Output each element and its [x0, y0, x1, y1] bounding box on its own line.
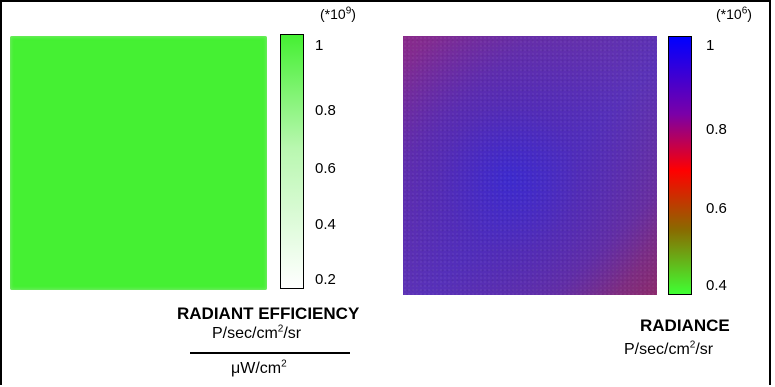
radiance-colorbar — [668, 36, 692, 295]
colorbar-tick-label: 0.2 — [315, 271, 336, 288]
radiance-image — [403, 36, 657, 295]
radiant-efficiency-multiplier: (*109) — [320, 5, 356, 22]
radiant-efficiency-image — [10, 36, 267, 290]
radiant-efficiency-colorbar — [280, 34, 304, 289]
colorbar-tick-label: 0.6 — [706, 200, 727, 217]
radiant-efficiency-unit-numerator: P/sec/cm2/sr — [212, 323, 302, 342]
colorbar-tick-label: 0.4 — [315, 216, 336, 233]
radiance-multiplier: (*106) — [716, 5, 752, 22]
colorbar-tick-label: 1 — [315, 37, 324, 54]
radiance-unit: P/sec/cm2/sr — [624, 339, 714, 358]
colorbar-tick-label: 0.8 — [706, 121, 727, 138]
colorbar-tick-label: 0.6 — [315, 160, 336, 177]
unit-fraction-bar — [190, 352, 350, 354]
radiant-efficiency-unit-denominator: μW/cm2 — [231, 358, 287, 377]
colorbar-tick-label: 0.8 — [315, 102, 336, 119]
colorbar-tick-label: 0.4 — [706, 277, 727, 294]
radiant-efficiency-title: RADIANT EFFICIENCY — [177, 304, 360, 323]
radiance-title: RADIANCE — [640, 316, 730, 335]
colorbar-tick-label: 1 — [706, 37, 715, 54]
